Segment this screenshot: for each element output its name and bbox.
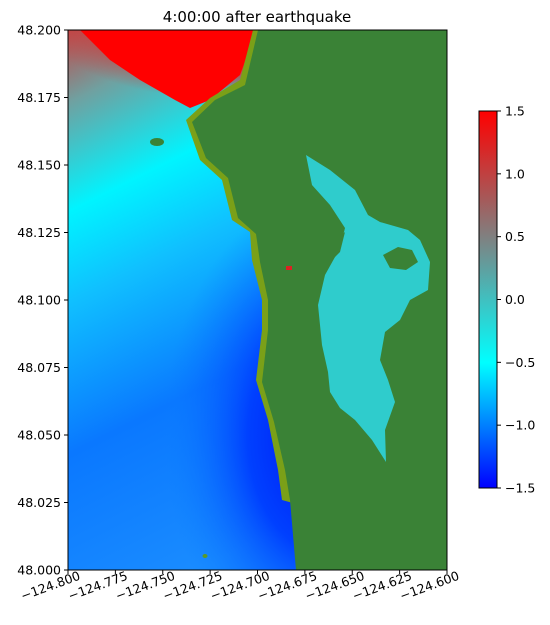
colorbar-tick-label: −1.5	[505, 481, 535, 496]
y-tick-label: 48.000	[17, 563, 61, 578]
chart-title: 4:00:00 after earthquake	[163, 8, 351, 26]
colorbar-tick-label: 1.0	[505, 166, 525, 181]
y-tick-label: 48.150	[17, 158, 61, 173]
red-spot	[286, 266, 292, 270]
y-tick-label: 48.025	[17, 495, 61, 510]
colorbar-tick-label: 0.5	[505, 229, 525, 244]
colorbar	[478, 110, 498, 489]
plot-area	[68, 30, 447, 570]
colorbar-tick-label: −1.0	[505, 418, 535, 433]
y-tick-label: 48.050	[17, 428, 61, 443]
colorbar-tick-label: 1.5	[505, 104, 525, 119]
crest-red-zone	[80, 30, 256, 108]
y-tick-label: 48.200	[17, 23, 61, 38]
colorbar-tick-label: 0.0	[505, 292, 525, 307]
bay-island	[383, 247, 418, 270]
colorbar-axis: −1.5 −1.0 −0.5 0.0 0.5 1.0 1.5	[497, 104, 535, 496]
y-tick-label: 48.125	[17, 225, 61, 240]
y-tick-label: 48.175	[17, 90, 61, 105]
y-tick-label: 48.100	[17, 293, 61, 308]
colorbar-tick-label: −0.5	[505, 355, 535, 370]
island-seal-rock	[150, 138, 164, 146]
inner-bay	[306, 155, 430, 462]
island-shallow-patch	[202, 554, 208, 558]
x-axis: −124.800−124.775−124.750−124.725−124.700…	[19, 568, 462, 603]
y-axis: 48.000 48.025 48.050 48.075 48.100 48.125 48.1…	[17, 23, 68, 578]
y-tick-label: 48.075	[17, 360, 61, 375]
bay-peninsula	[330, 232, 345, 262]
